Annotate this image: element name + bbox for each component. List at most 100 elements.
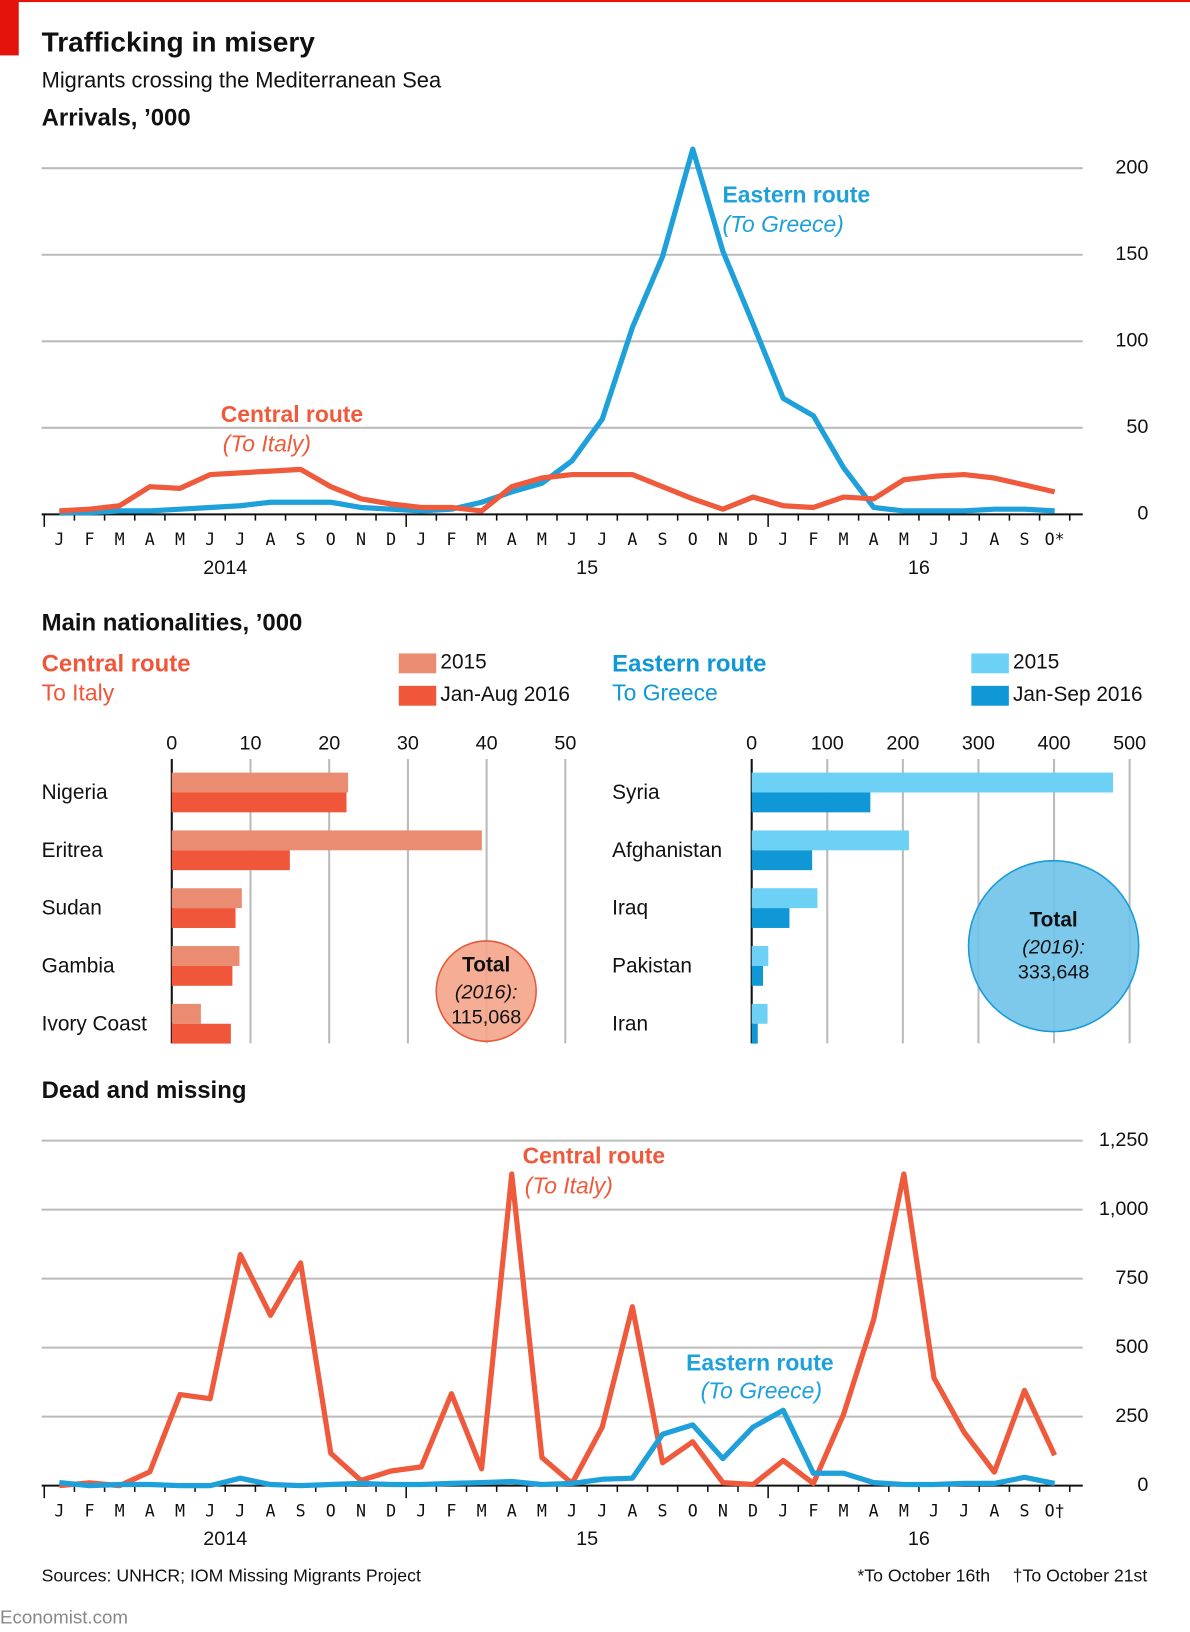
bar — [171, 888, 242, 909]
x-tick-label: F — [446, 1501, 456, 1520]
top-rule — [0, 0, 1190, 3]
bar — [751, 1023, 758, 1044]
x-tick-label: D — [748, 1501, 758, 1520]
x-tick-label: A — [507, 530, 517, 549]
x-tick-label: M — [537, 530, 547, 549]
x-tick-label: S — [296, 1501, 306, 1520]
bar — [751, 792, 871, 813]
x-tick-label: 100 — [811, 733, 844, 755]
x-tick-label: O — [326, 1501, 336, 1520]
bar — [751, 946, 769, 966]
total-note: (2016): — [1022, 936, 1085, 958]
x-tick-label: A — [989, 530, 999, 549]
x-tick-label: F — [808, 1501, 818, 1520]
bar — [171, 1003, 201, 1024]
x-tick-label: J — [416, 1501, 426, 1520]
legend-label: 2015 — [440, 650, 486, 673]
x-tick-label: F — [808, 530, 818, 549]
x-tick-label: O* — [1045, 530, 1065, 549]
year-label: 15 — [576, 1528, 598, 1550]
panel-title: Central route — [42, 650, 191, 677]
footnote: †To October 21st — [1013, 1565, 1148, 1585]
x-tick-label: J — [416, 530, 426, 549]
x-tick-label: M — [175, 1501, 185, 1520]
y-tick-label: 1,250 — [1099, 1129, 1148, 1151]
category-label: Iraq — [612, 897, 648, 920]
bar — [751, 850, 813, 871]
x-tick-label: M — [175, 530, 185, 549]
x-tick-label: O — [688, 1501, 698, 1520]
year-label: 15 — [576, 557, 598, 579]
x-tick-label: S — [1019, 530, 1029, 549]
total-bubble — [967, 859, 1140, 1033]
x-tick-label: 500 — [1113, 733, 1146, 755]
x-tick-label: N — [356, 530, 366, 549]
y-tick-label: 250 — [1115, 1405, 1148, 1427]
series-label: Eastern route — [686, 1349, 834, 1375]
bar — [171, 946, 240, 966]
total-value: 115,068 — [451, 1007, 521, 1029]
bar — [171, 830, 482, 851]
category-label: Pakistan — [612, 954, 692, 977]
total-label: Total — [462, 954, 510, 977]
x-tick-label: 0 — [166, 733, 177, 755]
total-note: (2016): — [455, 981, 518, 1003]
x-tick-label: J — [597, 530, 607, 549]
brand-flag — [0, 0, 19, 56]
series-note: (To Greece) — [701, 1378, 822, 1404]
panel-subtitle: To Italy — [42, 679, 115, 705]
x-tick-label: 40 — [476, 733, 498, 755]
y-tick-label: 0 — [1137, 1474, 1148, 1496]
bar — [171, 1023, 231, 1044]
legend-swatch — [398, 653, 437, 674]
total-label: Total — [1030, 909, 1078, 932]
x-tick-label: M — [899, 530, 909, 549]
category-label: Syria — [612, 781, 660, 804]
series-note: (To Italy) — [525, 1173, 613, 1199]
bar — [751, 830, 909, 851]
x-tick-label: M — [477, 530, 487, 549]
series-label: Central route — [221, 401, 363, 427]
bar — [171, 792, 347, 813]
brand: Economist.com — [0, 1606, 128, 1627]
total-value: 333,648 — [1018, 962, 1089, 984]
panel-title: Eastern route — [612, 650, 766, 677]
x-tick-label: J — [567, 530, 577, 549]
x-tick-label: 200 — [886, 733, 919, 755]
y-tick-label: 100 — [1115, 329, 1148, 351]
x-tick-label: A — [145, 1501, 155, 1520]
x-tick-label: J — [235, 1501, 245, 1520]
x-tick-label: J — [778, 530, 788, 549]
legend-swatch — [398, 685, 437, 706]
x-tick-label: J — [959, 530, 969, 549]
category-label: Afghanistan — [612, 839, 722, 862]
y-tick-label: 150 — [1115, 243, 1148, 265]
y-tick-label: 200 — [1115, 156, 1148, 178]
x-tick-label: N — [718, 1501, 728, 1520]
y-tick-label: 0 — [1137, 503, 1148, 525]
x-tick-label: O — [326, 530, 336, 549]
bar — [171, 772, 349, 793]
year-label: 16 — [908, 557, 930, 579]
bar — [751, 772, 1113, 793]
x-tick-label: J — [205, 530, 215, 549]
x-tick-label: J — [959, 1501, 969, 1520]
x-tick-label: O† — [1045, 1501, 1065, 1520]
x-tick-label: M — [477, 1501, 487, 1520]
bar — [171, 908, 236, 928]
x-tick-label: A — [869, 530, 879, 549]
series-label: Central route — [523, 1142, 665, 1168]
x-tick-label: 0 — [746, 733, 757, 755]
bar — [751, 1003, 768, 1024]
x-tick-label: A — [989, 1501, 999, 1520]
x-tick-label: J — [54, 1501, 64, 1520]
x-tick-label: S — [658, 530, 668, 549]
x-tick-label: D — [386, 1501, 396, 1520]
x-tick-label: J — [235, 530, 245, 549]
x-tick-label: S — [658, 1501, 668, 1520]
legend-label: Jan-Aug 2016 — [440, 683, 570, 706]
bar — [751, 888, 818, 909]
line — [59, 466, 1056, 514]
bar — [171, 965, 233, 986]
y-tick-label: 500 — [1115, 1336, 1148, 1358]
